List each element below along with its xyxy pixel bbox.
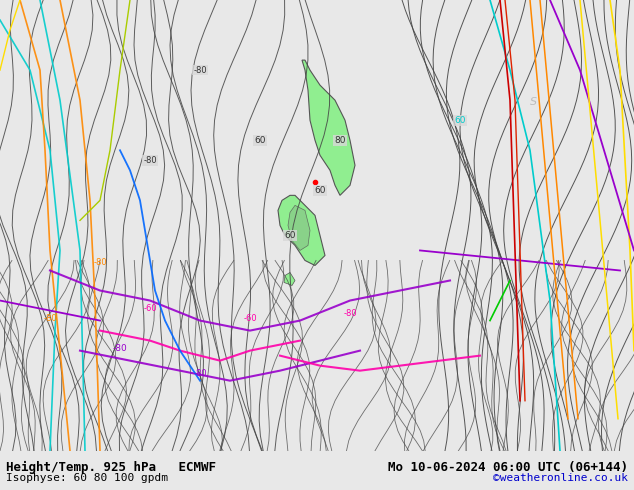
- Polygon shape: [284, 272, 295, 286]
- Text: -80: -80: [193, 66, 207, 74]
- Text: Isophyse: 60 80 100 gpdm: Isophyse: 60 80 100 gpdm: [6, 473, 169, 483]
- Text: Mo 10-06-2024 06:00 UTC (06+144): Mo 10-06-2024 06:00 UTC (06+144): [387, 462, 628, 474]
- Text: ©weatheronline.co.uk: ©weatheronline.co.uk: [493, 473, 628, 483]
- Text: 60: 60: [254, 136, 266, 145]
- Text: -80: -80: [93, 258, 107, 268]
- Text: -80: -80: [343, 309, 357, 318]
- Text: 60: 60: [454, 116, 466, 125]
- Text: S: S: [530, 97, 537, 107]
- Text: -60: -60: [243, 314, 257, 322]
- Text: 80: 80: [334, 136, 346, 145]
- Text: -60: -60: [143, 303, 157, 313]
- Polygon shape: [302, 60, 355, 196]
- Text: 60: 60: [284, 231, 295, 240]
- Text: -80: -80: [143, 156, 157, 165]
- Polygon shape: [278, 196, 325, 266]
- Polygon shape: [288, 205, 310, 250]
- Text: -80: -80: [193, 368, 207, 378]
- Text: -80: -80: [113, 343, 127, 353]
- Text: Height/Temp. 925 hPa   ECMWF: Height/Temp. 925 hPa ECMWF: [6, 462, 216, 474]
- Text: 60: 60: [314, 186, 326, 195]
- Text: -80: -80: [43, 314, 57, 322]
